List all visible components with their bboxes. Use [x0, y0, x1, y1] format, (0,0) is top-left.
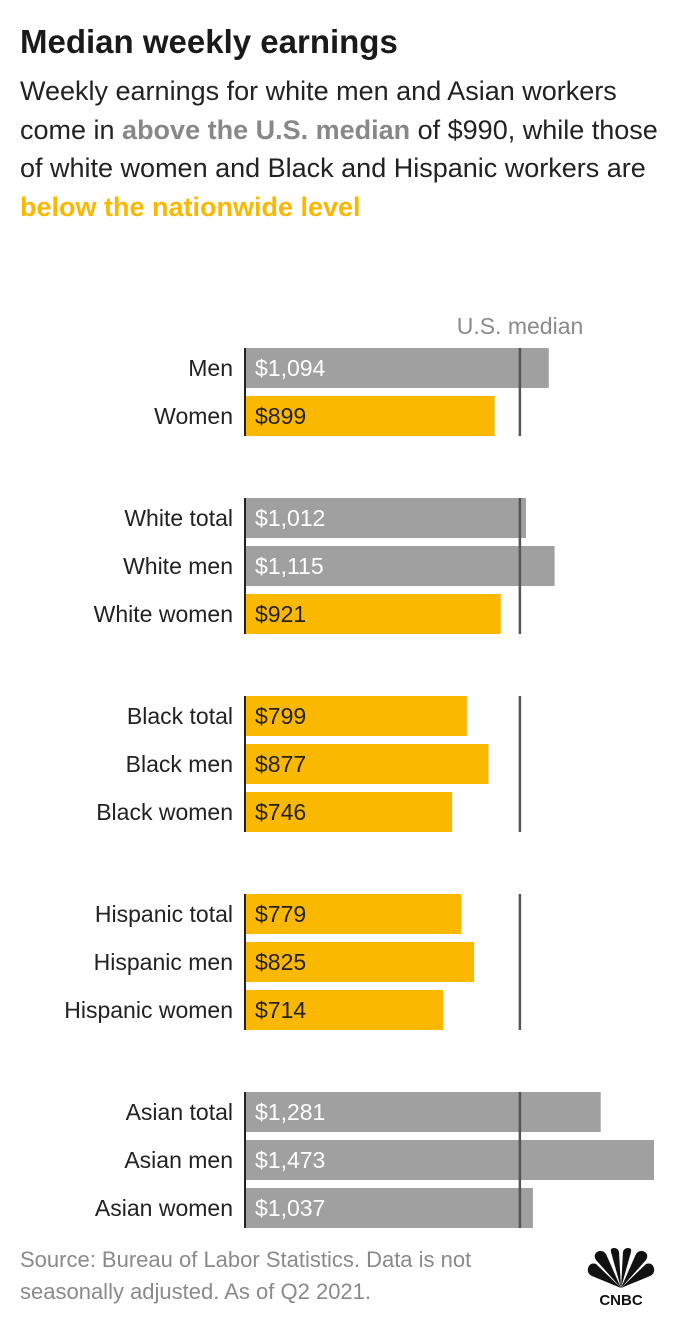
- bar: [245, 792, 453, 832]
- bar: [245, 990, 444, 1030]
- bar: [245, 594, 501, 634]
- category-label: Men: [188, 355, 233, 381]
- data-label: $1,037: [255, 1195, 325, 1221]
- data-label: $799: [255, 703, 306, 729]
- bar: [245, 498, 526, 538]
- bar: [245, 348, 549, 388]
- data-label: $1,115: [255, 553, 324, 579]
- bar: [245, 1188, 533, 1228]
- source-note: Source: Bureau of Labor Statistics. Data…: [20, 1247, 472, 1304]
- bar: [245, 546, 555, 586]
- data-label: $779: [255, 901, 306, 927]
- bar: [245, 396, 495, 436]
- data-label: $1,281: [255, 1099, 325, 1125]
- category-label: Women: [154, 403, 233, 429]
- category-label: Asian women: [95, 1195, 233, 1221]
- category-label: White women: [94, 601, 233, 627]
- category-label: Asian men: [124, 1147, 233, 1173]
- category-label: Hispanic total: [95, 901, 233, 927]
- data-label: $899: [255, 403, 306, 429]
- data-label: $714: [255, 997, 306, 1023]
- bar: [245, 744, 489, 784]
- bar: [245, 1092, 601, 1132]
- bar: [245, 1140, 654, 1180]
- bar: [245, 894, 462, 934]
- subtitle-part-2: of $990, while those of white women and …: [20, 114, 658, 184]
- subtitle-highlight-below: below the nationwide level: [20, 191, 361, 222]
- category-label: Black women: [96, 799, 233, 825]
- subtitle-highlight-above: above the U.S. median: [122, 114, 411, 145]
- category-label: Asian total: [126, 1099, 233, 1125]
- data-label: $746: [255, 799, 306, 825]
- cnbc-logo-text: CNBC: [599, 1292, 642, 1306]
- data-label: $825: [255, 949, 306, 975]
- category-label: White total: [124, 505, 233, 531]
- subtitle-part-1: Weekly earnings for white men and Asian …: [20, 76, 617, 145]
- category-label: Black total: [127, 703, 233, 729]
- category-label: Hispanic women: [64, 997, 233, 1023]
- bar-chart: U.S. median Men $1,094 Women $899 White total…: [64, 313, 654, 1228]
- data-label: $1,473: [255, 1147, 325, 1173]
- category-label: White men: [123, 553, 233, 579]
- data-label: $877: [255, 751, 306, 777]
- chart-subtitle: Weekly earnings for white men and Asian …: [20, 72, 660, 226]
- chart-title: Median weekly earnings: [20, 23, 398, 60]
- category-label: Hispanic men: [94, 949, 233, 975]
- median-label: U.S. median: [457, 313, 584, 339]
- bar: [245, 942, 475, 982]
- data-label: $1,094: [255, 355, 326, 381]
- data-label: $921: [255, 601, 306, 627]
- bar: [245, 696, 467, 736]
- cnbc-peacock-icon: CNBC: [587, 1248, 655, 1306]
- data-label: $1,012: [255, 505, 325, 531]
- category-label: Black men: [126, 751, 233, 777]
